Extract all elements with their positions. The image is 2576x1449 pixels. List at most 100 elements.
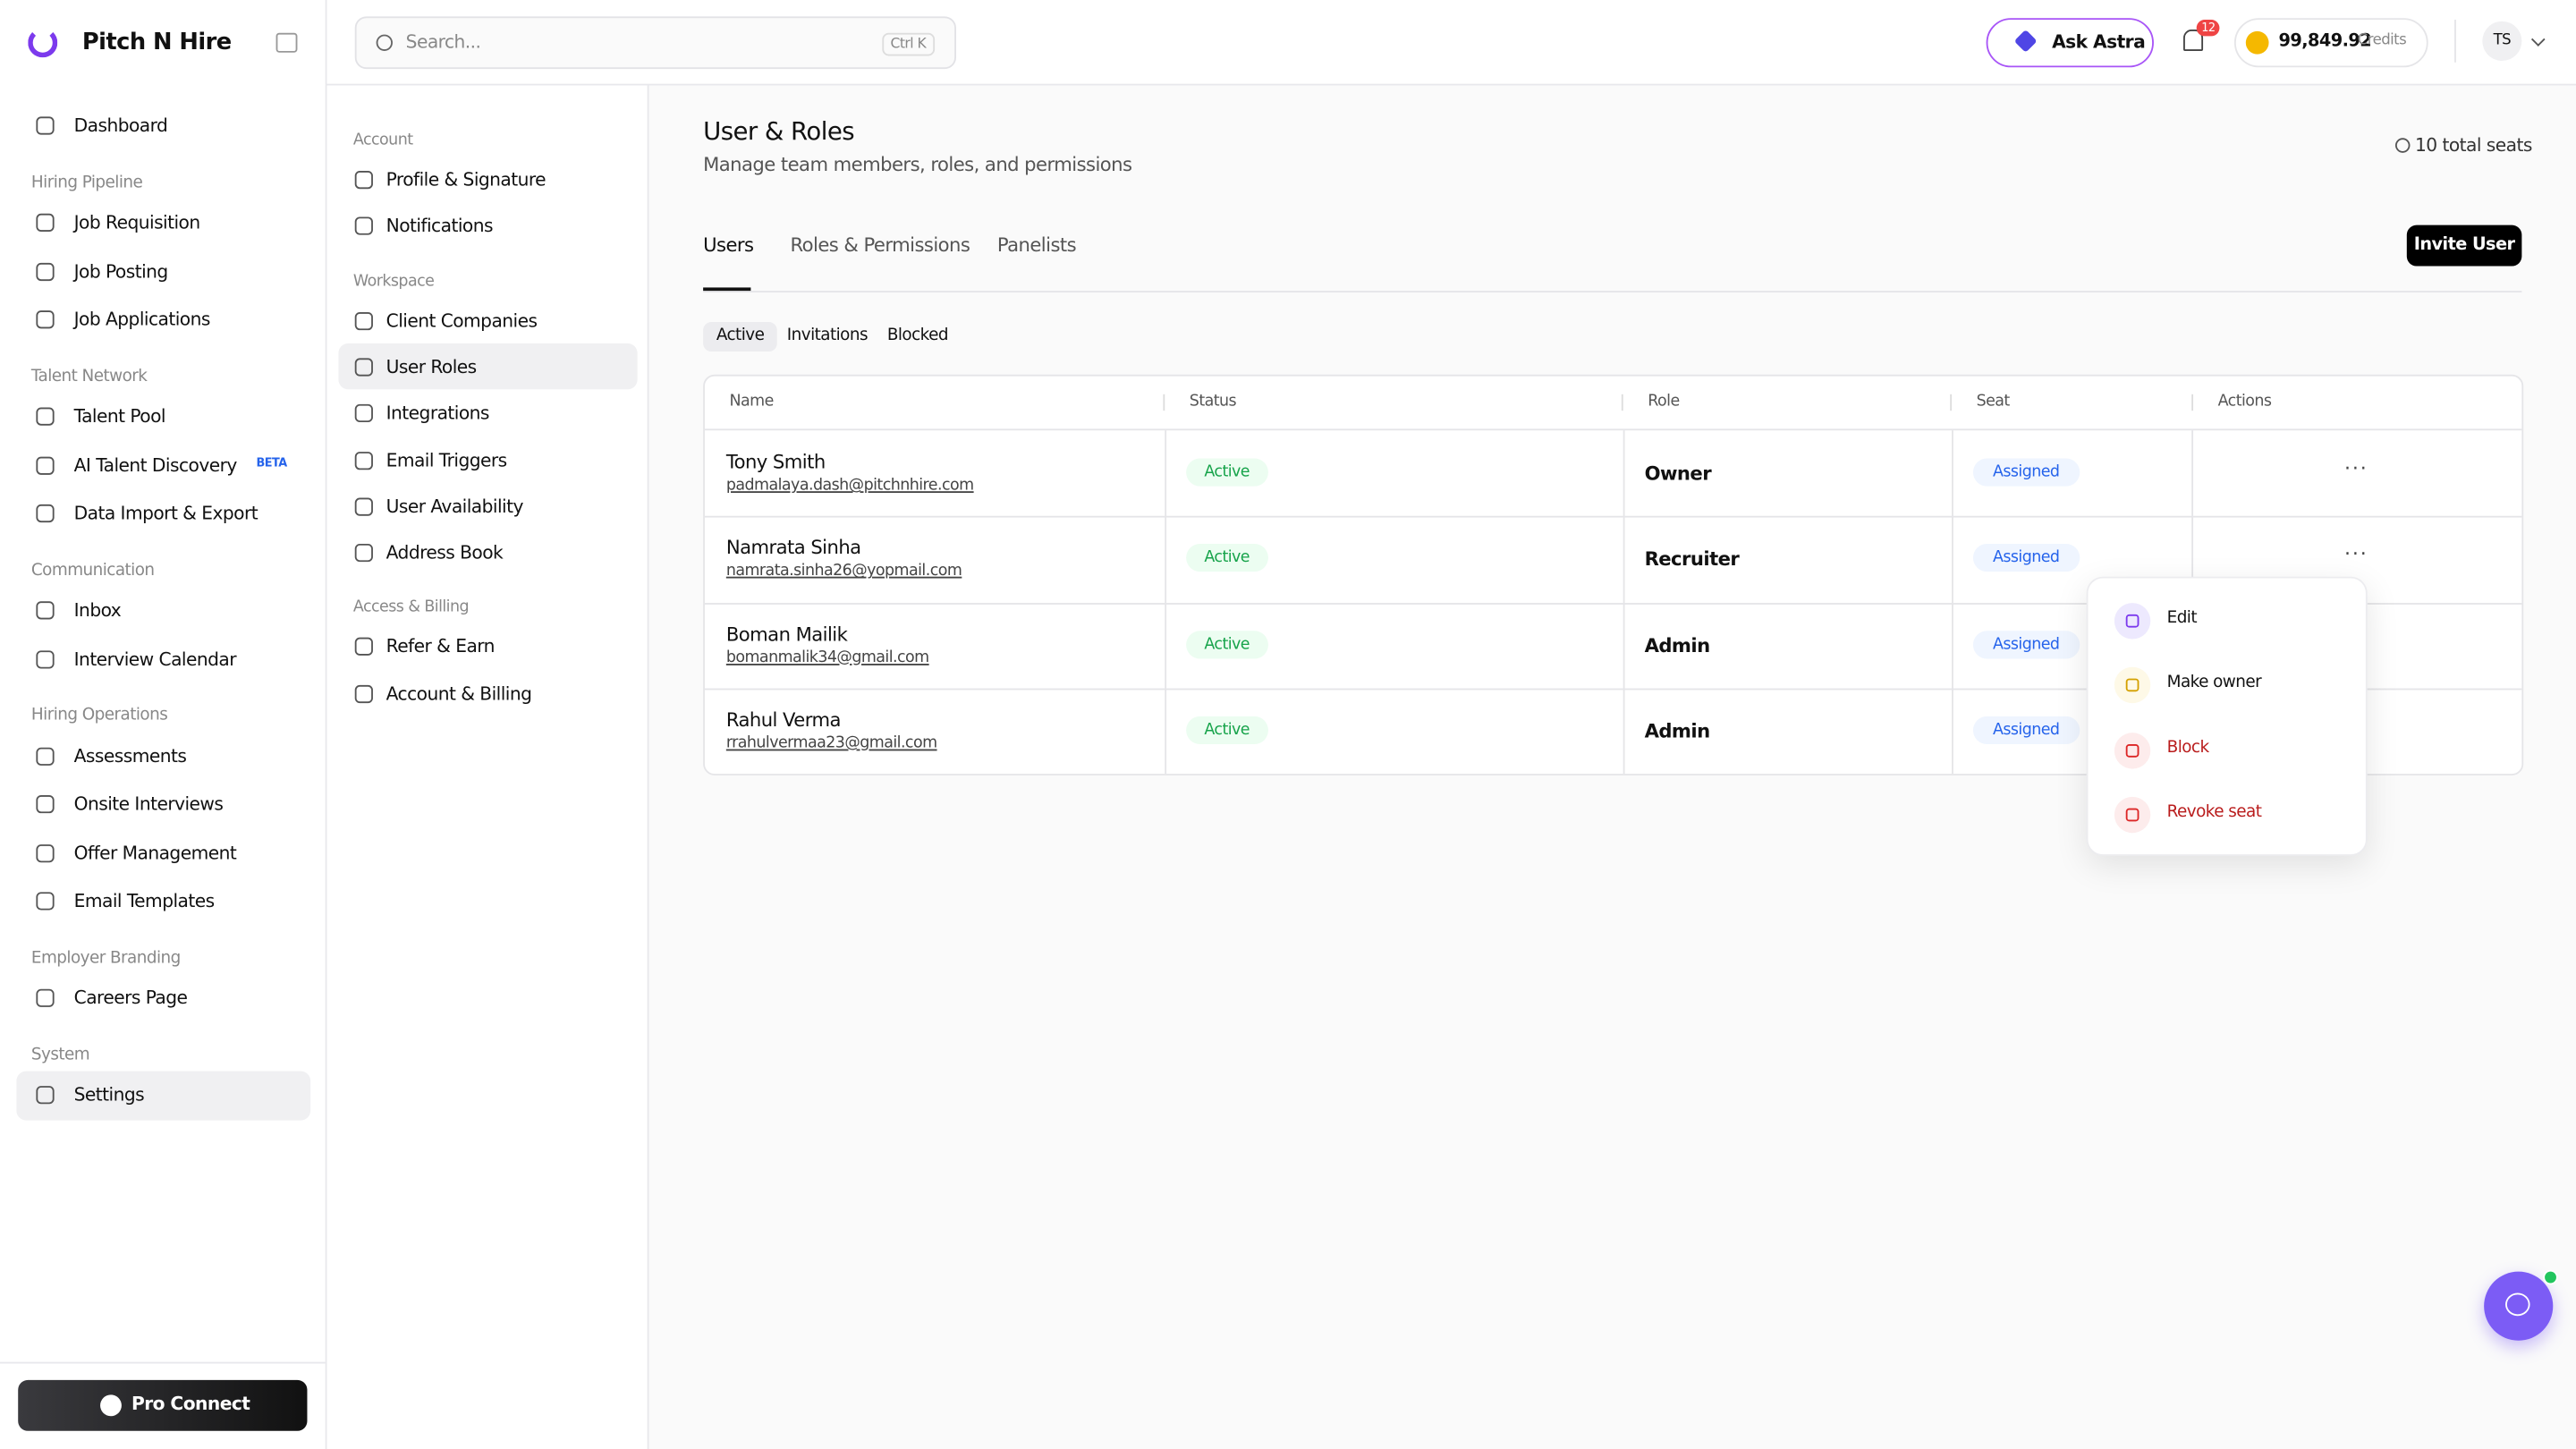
nav-label: Dashboard (73, 115, 168, 137)
settings-nav-label: Account & Billing (386, 682, 532, 705)
nav-item[interactable]: Onsite Interviews (16, 781, 310, 829)
credits-label: Credits (2357, 32, 2407, 50)
header-divider (2191, 394, 2194, 411)
tab[interactable]: Roles & Permissions (790, 233, 970, 257)
filter-pill[interactable]: Blocked (886, 326, 949, 345)
tab[interactable]: Users (703, 233, 754, 257)
icon (354, 497, 373, 516)
search-placeholder: Search... (405, 30, 481, 53)
settings-nav-item[interactable]: Notifications (338, 202, 637, 249)
nav-item[interactable]: Settings (16, 1072, 311, 1121)
settings-nav-item[interactable]: Integrations (338, 390, 637, 436)
icon (36, 892, 55, 911)
menu-icon (2125, 808, 2140, 822)
chat-button[interactable] (2484, 1271, 2554, 1341)
user-name: Tony Smith (725, 450, 826, 473)
credits-pill[interactable]: 99,849.92 Credits (2233, 18, 2428, 68)
nav-label: Job Requisition (73, 212, 201, 234)
nav-item[interactable]: Assessments (16, 733, 310, 781)
nav-item[interactable]: AI Talent Discovery BETA (16, 442, 310, 490)
column-header: Actions (2217, 392, 2272, 411)
bell[interactable] (2183, 30, 2204, 51)
nav-label: Inbox (73, 599, 122, 622)
filter-pill[interactable]: Active (703, 321, 778, 352)
nav-label: Interview Calendar (73, 648, 237, 670)
settings-nav-item[interactable]: Refer & Earn (338, 623, 637, 670)
section-title: Communication (30, 561, 155, 580)
settings-nav-item[interactable]: Profile & Signature (338, 156, 637, 202)
filter-pill[interactable]: Invitations (786, 326, 869, 345)
column-divider (1623, 430, 1625, 775)
settings-nav-item[interactable]: User Roles (338, 343, 638, 390)
nav-label: Data Import & Export (73, 503, 258, 525)
icon (354, 544, 373, 563)
row-line (704, 688, 2522, 691)
seat-badge: Assigned (1972, 458, 2080, 487)
settings-nav-item[interactable]: Email Triggers (338, 436, 637, 483)
nav-label: Settings (73, 1084, 145, 1106)
invite-button[interactable]: Invite User (2406, 225, 2522, 267)
shortcut: Ctrl K (882, 32, 935, 56)
avatar[interactable]: TS (2482, 21, 2522, 61)
page-title: User & Roles (703, 116, 855, 147)
user-name: Rahul Verma (725, 708, 842, 732)
nav-item[interactable]: Interview Calendar (16, 635, 310, 683)
ask-astra-button[interactable]: Ask Astra (1986, 18, 2154, 68)
actions-button[interactable]: ··· (2344, 542, 2368, 566)
nav-label: Onsite Interviews (73, 793, 224, 816)
seat-badge: Assigned (1972, 716, 2080, 744)
search-box[interactable]: Search... Ctrl K (354, 16, 956, 70)
nav-item[interactable]: Email Templates (16, 877, 310, 926)
tab[interactable]: Panelists (996, 233, 1077, 257)
section-title: Employer Branding (30, 949, 181, 968)
nav-item[interactable]: Data Import & Export (16, 490, 310, 538)
logo (28, 28, 58, 58)
menu-item[interactable]: Revoke seat (2101, 792, 2351, 837)
nav-item[interactable]: Talent Pool (16, 393, 310, 441)
header-divider (1621, 394, 1623, 411)
icon (36, 747, 55, 766)
section-title: Talent Network (30, 367, 148, 386)
icon (354, 451, 373, 470)
column-divider (1952, 430, 1953, 775)
actions-button[interactable]: ··· (2344, 456, 2368, 480)
settings-nav-label: Integrations (386, 402, 490, 425)
nav-label: Offer Management (73, 842, 237, 864)
settings-nav-label: Profile & Signature (386, 169, 547, 191)
menu-item[interactable]: Block (2101, 727, 2351, 773)
collapse-button[interactable] (275, 32, 298, 53)
user-email: rrahulvermaa23@gmail.com (725, 733, 937, 753)
nav-item[interactable]: Job Posting (16, 248, 310, 296)
nav-item[interactable]: Job Applications (16, 296, 310, 344)
ask-label: Ask Astra (2052, 30, 2146, 53)
nav-item[interactable]: Inbox (16, 587, 310, 635)
status-badge: Active (1186, 716, 1268, 744)
nav-item[interactable]: Offer Management (16, 829, 310, 877)
settings-nav-item[interactable]: User Availability (338, 483, 637, 530)
menu-icon (2125, 614, 2140, 628)
status-badge: Active (1186, 544, 1268, 572)
menu-icon (2125, 679, 2140, 692)
user-name: Boman Mailik (725, 622, 848, 646)
settings-nav-item[interactable]: Account & Billing (338, 670, 637, 716)
menu-item[interactable]: Make owner (2101, 663, 2351, 708)
nav-item[interactable]: Dashboard (16, 102, 310, 150)
settings-nav-item[interactable]: Client Companies (338, 297, 637, 343)
nav-item[interactable]: Job Requisition (16, 199, 310, 248)
settings-nav-label: Client Companies (386, 309, 538, 332)
credits-value: 99,849.92 (2278, 30, 2372, 51)
menu-label: Make owner (2166, 674, 2262, 692)
column-header: Status (1189, 392, 1237, 411)
seats: 10 total seats (2414, 134, 2532, 157)
pro-connect-button[interactable]: Pro Connect (18, 1379, 308, 1431)
page-subtitle: Manage team members, roles, and permissi… (703, 152, 1132, 176)
search-icon (376, 34, 393, 51)
settings-nav-panel (326, 83, 649, 1449)
settings-nav-item[interactable]: Address Book (338, 530, 637, 576)
menu-item[interactable]: Edit (2101, 598, 2351, 644)
nav-item[interactable]: Careers Page (16, 975, 310, 1023)
tab-line (703, 291, 2522, 292)
icon (36, 214, 55, 233)
pro-icon (100, 1394, 122, 1417)
icon (36, 1086, 55, 1105)
